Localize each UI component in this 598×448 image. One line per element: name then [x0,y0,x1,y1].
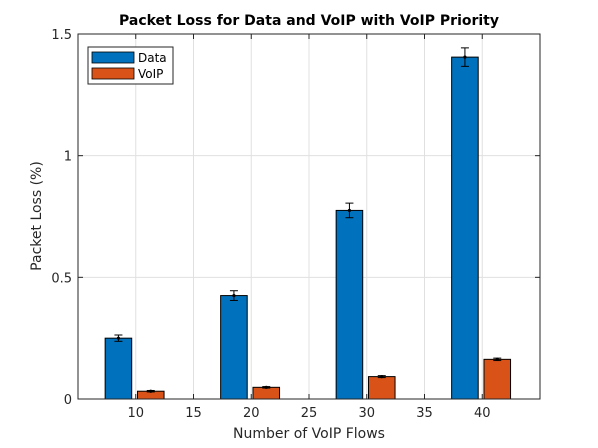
bar-voip [368,377,395,399]
x-tick-label: 15 [185,406,202,421]
bars-layer [105,57,510,399]
bar-voip [253,387,280,399]
mean-marker-voip [265,386,268,389]
x-tick-label: 10 [127,406,144,421]
legend-label-data: Data [138,51,167,65]
y-axis-label: Packet Loss (%) [29,161,45,271]
bar-data [105,338,132,399]
mean-marker-data [348,209,351,212]
mean-marker-voip [149,390,152,393]
x-tick-label: 25 [301,406,318,421]
error-bars-layer [114,48,501,393]
x-axis-label: Number of VoIP Flows [233,426,385,442]
bar-data [221,296,248,399]
bar-data [336,210,363,399]
chart-title: Packet Loss for Data and VoIP with VoIP … [119,13,499,29]
mean-marker-data [117,337,120,340]
y-tick-label: 0.5 [51,271,72,286]
mean-marker-voip [380,375,383,378]
bar-data [452,57,479,399]
x-tick-label: 40 [474,406,491,421]
legend-swatch-data [92,52,134,63]
legend: Data VoIP [88,47,173,84]
mean-marker-data [463,56,466,59]
y-tick-label: 0 [64,393,72,408]
mean-marker-voip [496,358,499,361]
bar-voip [484,359,511,399]
x-tick-label: 30 [358,406,375,421]
x-tick-label: 35 [416,406,433,421]
x-tick-label: 20 [243,406,260,421]
legend-label-voip: VoIP [138,67,163,81]
y-tick-label: 1.5 [51,28,72,43]
mean-marker-data [232,294,235,297]
y-tick-label: 1 [64,150,72,165]
legend-swatch-voip [92,68,134,79]
